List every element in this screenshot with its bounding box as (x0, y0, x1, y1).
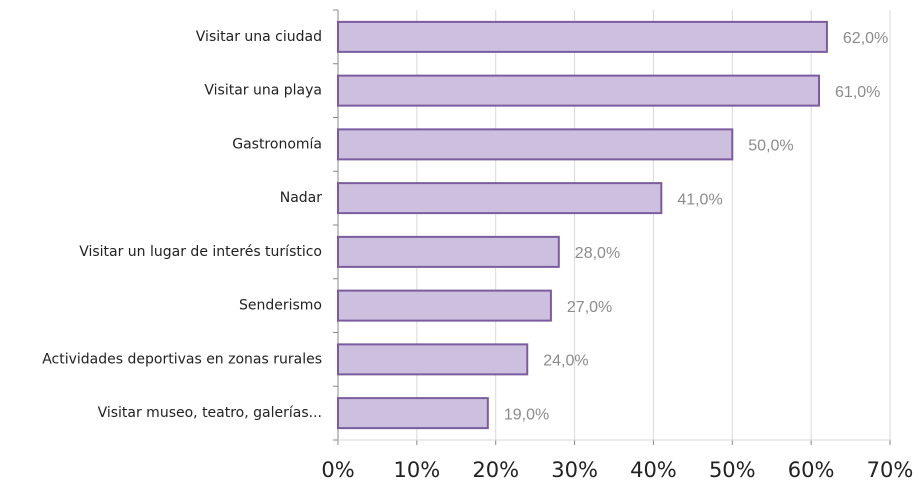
x-tick-label: 50% (709, 458, 756, 482)
value-label: 19,0% (504, 406, 549, 423)
category-label: Visitar museo, teatro, galerías... (98, 405, 322, 421)
x-tick-label: 10% (394, 458, 441, 482)
x-tick-label: 60% (788, 458, 835, 482)
category-label: Actividades deportivas en zonas rurales (42, 351, 322, 367)
value-label: 50,0% (748, 138, 793, 155)
value-label: 62,0% (843, 30, 888, 47)
value-label: 61,0% (835, 84, 880, 101)
x-tick-label: 0% (321, 458, 354, 482)
value-label: 27,0% (567, 299, 612, 316)
bar (337, 182, 663, 215)
bar (337, 289, 552, 322)
bar (337, 20, 828, 53)
category-label: Visitar una ciudad (196, 29, 322, 45)
category-label: Nadar (280, 190, 323, 206)
value-label: 24,0% (543, 353, 588, 370)
category-label: Visitar una playa (204, 83, 322, 99)
x-tick-label: 30% (551, 458, 598, 482)
bar (337, 343, 529, 376)
bar (337, 128, 734, 161)
x-tick-label: 20% (472, 458, 519, 482)
value-label: 28,0% (575, 245, 620, 262)
category-label: Senderismo (239, 298, 322, 314)
x-tick-label: 70% (867, 458, 914, 482)
category-label: Visitar un lugar de interés turístico (79, 244, 322, 260)
bar (337, 235, 560, 268)
bar (337, 74, 821, 107)
value-label: 41,0% (677, 191, 722, 208)
x-tick-label: 40% (630, 458, 677, 482)
bar (337, 397, 489, 430)
category-label: Gastronomía (232, 136, 322, 152)
